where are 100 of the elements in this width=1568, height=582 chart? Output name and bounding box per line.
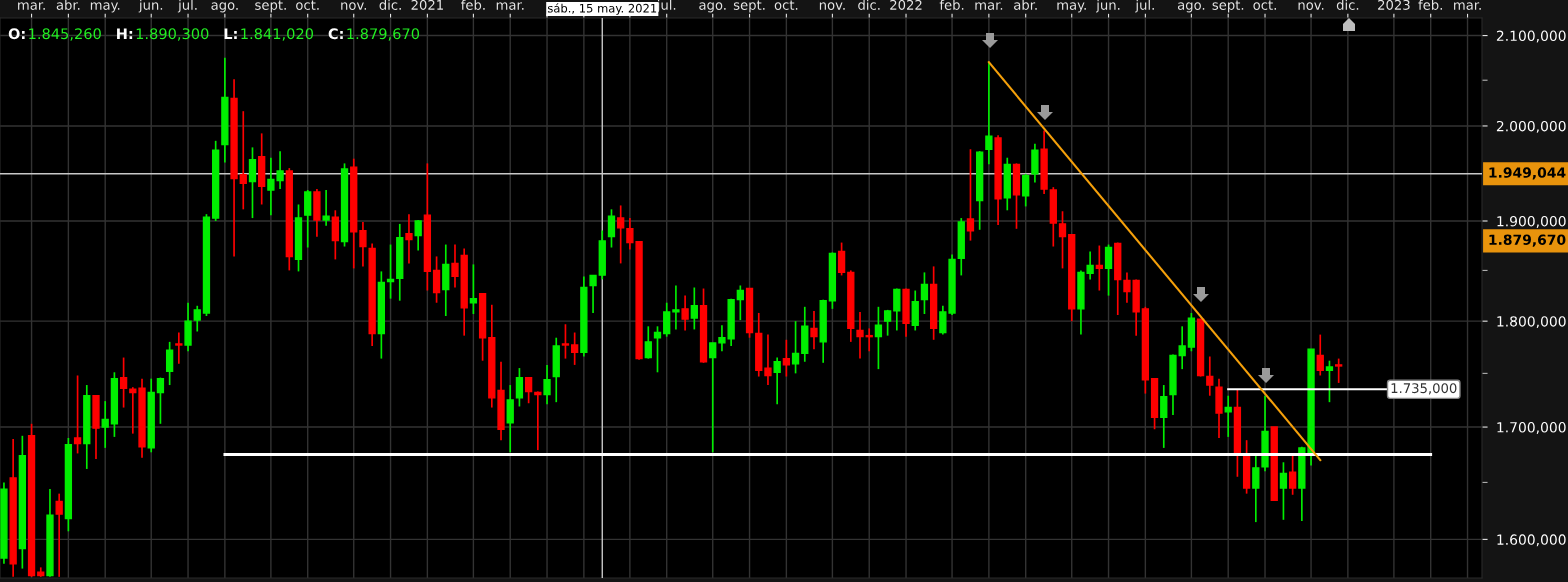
candlestick	[1325, 359, 1334, 404]
x-tick-label: oct.	[1253, 0, 1276, 10]
x-tick-label: mar.	[975, 2, 1003, 10]
candlestick	[1095, 244, 1103, 292]
candlestick	[856, 311, 864, 360]
candlestick	[304, 189, 312, 249]
candlestick	[617, 204, 625, 265]
candlestick	[101, 400, 109, 449]
candlestick	[1022, 172, 1030, 208]
x-tick-label: jul.	[1135, 0, 1154, 13]
candlestick	[773, 356, 781, 406]
candlestick	[248, 146, 257, 219]
candlestick	[1224, 394, 1232, 438]
candlestick	[561, 323, 570, 360]
candlestick	[893, 287, 901, 332]
x-tick-label: dic.	[1336, 0, 1359, 10]
candlestick	[985, 61, 993, 166]
x-tick-label: 2021	[411, 0, 443, 10]
candlestick	[1104, 243, 1113, 297]
candlestick	[1206, 355, 1214, 397]
annotation: L:	[224, 28, 237, 40]
candlestick	[1178, 325, 1186, 370]
x-tick-label: ago.	[1177, 2, 1205, 13]
candlestick	[1252, 453, 1260, 523]
candlestick	[1335, 357, 1343, 384]
candlestick	[782, 338, 791, 378]
x-tick-label: feb.	[939, 0, 964, 10]
candlestick	[883, 309, 892, 337]
y-tick-label: 1.900,000	[1497, 215, 1566, 228]
candlestick	[690, 286, 698, 331]
annotation: 1.735,000	[1391, 383, 1457, 395]
annotation: 1.879,670	[347, 28, 420, 41]
candlestick	[1031, 142, 1039, 184]
y-tick-label: 2.100,000	[1496, 30, 1566, 43]
x-tick-label: dic.	[858, 0, 880, 10]
candlestick	[589, 274, 597, 314]
x-tick-label: sept.	[255, 0, 286, 13]
x-tick-label: oct.	[296, 0, 319, 10]
y-tick-label: 1.600,000	[1497, 534, 1566, 547]
annotation: 1.845,260	[29, 28, 101, 41]
x-tick-label: mar.	[18, 2, 45, 10]
candlestick	[874, 305, 883, 370]
candlestick	[570, 331, 579, 366]
x-tick-label: ago.	[211, 2, 238, 13]
candlestick	[1288, 454, 1297, 496]
x-tick-label: may.	[1057, 2, 1086, 13]
candlestick	[451, 243, 459, 289]
candlestick	[156, 376, 165, 425]
candlestick	[432, 255, 441, 304]
candlestick	[1316, 333, 1324, 377]
candlestick	[359, 221, 367, 268]
text: 1.879,670	[1489, 234, 1566, 247]
x-tick-label: nov.	[341, 2, 367, 10]
ref-line-label: sáb., 15 may. 2021	[547, 3, 657, 15]
candlestick	[644, 325, 652, 360]
candlestick	[837, 241, 846, 277]
x-tick-label: feb.	[461, 0, 485, 10]
annotation: C:	[328, 28, 343, 40]
candlestick	[810, 310, 818, 351]
candlestick	[515, 367, 524, 408]
x-tick-label: nov.	[1298, 2, 1324, 10]
y-tick-label: 2.000,000	[1496, 120, 1566, 133]
candlestick	[663, 301, 671, 338]
candlestick	[165, 341, 174, 386]
x-tick-label: sept.	[1212, 0, 1244, 13]
annotation: 1.841,020	[241, 28, 314, 41]
candlestick	[764, 333, 772, 386]
candlestick	[911, 289, 919, 332]
candlestick	[966, 148, 975, 242]
candlestick	[331, 209, 339, 261]
x-tick-label: jun.	[1096, 0, 1120, 13]
candlestick	[1160, 384, 1168, 449]
y-tick-label: 1.800,000	[1497, 316, 1566, 329]
candlestick	[184, 301, 192, 353]
x-tick-label: abr.	[56, 0, 80, 10]
x-tick-label: abr.	[1014, 0, 1037, 10]
candlestick	[1058, 210, 1067, 270]
candlestick	[506, 384, 514, 454]
candlestick	[920, 271, 929, 315]
candlestick	[1279, 461, 1288, 521]
candlestick	[322, 189, 330, 227]
x-tick-label: ago.	[699, 2, 726, 13]
x-tick-label: 2023	[1378, 0, 1410, 10]
annotation: H:	[117, 28, 133, 40]
x-tick-label: nov.	[819, 2, 845, 10]
x-tick-label: mar.	[1454, 2, 1481, 10]
candlestick	[736, 284, 744, 321]
candlestick	[175, 331, 183, 365]
ref-line-label: 1.949,044	[1489, 167, 1566, 180]
candlestick	[672, 284, 680, 331]
annotation: 1.890,300	[136, 28, 209, 41]
candlestick	[681, 294, 689, 332]
x-tick-label: mar.	[496, 2, 524, 10]
candlestick	[386, 243, 395, 300]
x-tick-label: feb.	[1418, 0, 1442, 10]
candlestick	[239, 110, 247, 211]
x-tick-label: dic.	[379, 0, 401, 10]
x-tick-label: oct.	[774, 0, 798, 10]
candlestick	[193, 304, 201, 333]
y-tick-label: 1.700,000	[1497, 422, 1566, 434]
